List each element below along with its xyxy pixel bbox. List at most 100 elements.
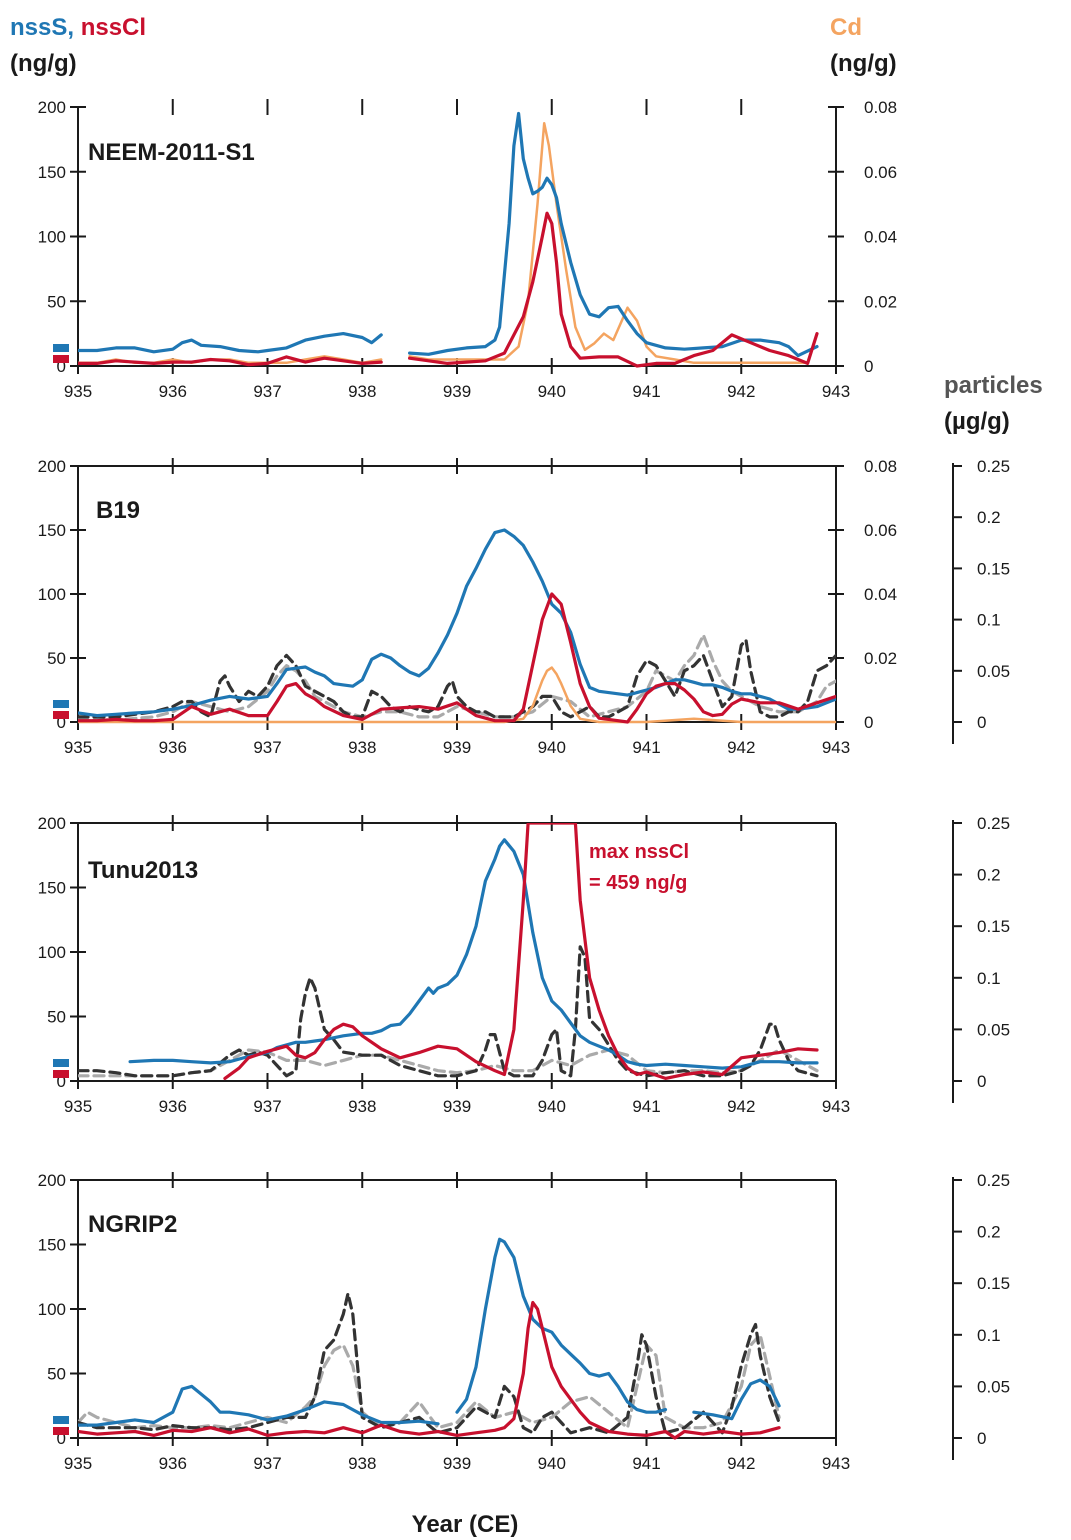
nssS-label: nssS, (10, 14, 75, 41)
panel-3-y3-tick-label: 0.2 (977, 1223, 1001, 1242)
panel-2-y3-tick-label: 0.15 (977, 917, 1010, 936)
panel-1-y-tick-label: 100 (38, 585, 66, 604)
panel-1-x-tick-label: 939 (443, 738, 471, 757)
panel-1-y3-tick-label: 0.05 (977, 662, 1010, 681)
panel-2-annotation-line2: = 459 ng/g (589, 872, 687, 894)
panel-0-x-tick-label: 939 (443, 382, 471, 401)
panel-2-nssCl-swatch (53, 1070, 69, 1078)
panel-2-y3-tick-label: 0.25 (977, 814, 1010, 833)
panel-3-y-tick-label: 50 (47, 1365, 66, 1384)
panel-1-y3-tick-label: 0.15 (977, 559, 1010, 578)
panel-0-nssS-swatch (53, 344, 69, 352)
panel-0-y2-tick-label: 0.06 (864, 163, 897, 182)
left-axis-unit: (ng/g) (10, 50, 77, 77)
panel-1-y2-tick-label: 0 (864, 713, 873, 732)
panel-1-x-tick-label: 941 (632, 738, 660, 757)
panel-1-y-tick-label: 50 (47, 649, 66, 668)
panel-3-y-tick-label: 0 (57, 1429, 66, 1448)
panel-1-series-Cd (78, 666, 836, 724)
panel-2-y-tick-label: 50 (47, 1008, 66, 1027)
panel-2-y3-tick-label: 0 (977, 1072, 986, 1091)
panel-0-x-tick-label: 941 (632, 382, 660, 401)
panel-2-y-tick-label: 200 (38, 814, 66, 833)
panel-3-series-particles_dark (78, 1291, 781, 1435)
panel-3-nssCl-swatch (53, 1427, 69, 1435)
panel-1-x-tick-label: 937 (253, 738, 281, 757)
panel-3-nssS-swatch (53, 1416, 69, 1424)
panel-1-y2-tick-label: 0.02 (864, 649, 897, 668)
panel-2-x-tick-label: 938 (348, 1097, 376, 1116)
panel-2-annotation-line1: max nssCl (589, 841, 689, 863)
panel-1-x-tick-label: 935 (64, 738, 92, 757)
panel-1-y2-tick-label: 0.04 (864, 585, 897, 604)
panel-1-nssCl-swatch (53, 711, 69, 719)
panel-1-y-tick-label: 150 (38, 521, 66, 540)
panel-2-x-tick-label: 940 (538, 1097, 566, 1116)
panel-0-y2-tick-label: 0.04 (864, 228, 897, 247)
panel-3-series-nssCl (78, 1300, 781, 1440)
panel-0-x-tick-label: 943 (822, 382, 850, 401)
panel-1-series-nssS (78, 528, 836, 718)
panel-2-title: Tunu2013 (88, 857, 198, 884)
panel-3-x-tick-label: 942 (727, 1454, 755, 1473)
panel-2-y-tick-label: 150 (38, 879, 66, 898)
panel-2-x-tick-label: 941 (632, 1097, 660, 1116)
cd-axis-label: Cd (830, 14, 862, 41)
panel-1-x-tick-label: 936 (159, 738, 187, 757)
panel-0-x-tick-label: 936 (159, 382, 187, 401)
panel-1-y3-tick-label: 0.25 (977, 457, 1010, 476)
panel-3-x-tick-label: 938 (348, 1454, 376, 1473)
panel-0-nssCl-swatch (53, 355, 69, 363)
panel-2-x-tick-label: 937 (253, 1097, 281, 1116)
panel-2-series-particles_light (78, 1048, 819, 1078)
panel-0-x-tick-label: 937 (253, 382, 281, 401)
panel-0-y-tick-label: 200 (38, 98, 66, 117)
panel-1-y-tick-label: 200 (38, 457, 66, 476)
panel-3-x-tick-label: 939 (443, 1454, 471, 1473)
panel-1-title: B19 (96, 497, 140, 524)
left-axis-header: nssS, nssCl (10, 14, 146, 42)
panel-0-y-tick-label: 0 (57, 357, 66, 376)
panel-3-y-tick-label: 100 (38, 1300, 66, 1319)
panel-2-y3-tick-label: 0.05 (977, 1020, 1010, 1039)
panel-1-y3-tick-label: 0 (977, 713, 986, 732)
panel-3-series-particles_light (78, 1333, 781, 1430)
panel-1-y2-tick-label: 0.06 (864, 521, 897, 540)
panel-1-x-tick-label: 938 (348, 738, 376, 757)
panel-1-series-nssCl (78, 592, 836, 724)
panel-0-y2-tick-label: 0.08 (864, 98, 897, 117)
panel-0-series-nssCl (78, 211, 819, 368)
x-axis-title: Year (CE) (412, 1511, 519, 1538)
panel-1-y3-tick-label: 0.2 (977, 508, 1001, 527)
panel-2-x-tick-label: 942 (727, 1097, 755, 1116)
panel-3-y3-tick-label: 0.25 (977, 1171, 1010, 1190)
panel-3-x-tick-label: 940 (538, 1454, 566, 1473)
panel-2-y-tick-label: 100 (38, 943, 66, 962)
panel-3-y3-tick-label: 0.15 (977, 1274, 1010, 1293)
panel-1-x-tick-label: 943 (822, 738, 850, 757)
panel-0-x-tick-label: 940 (538, 382, 566, 401)
particles-axis-label: particles (944, 372, 1043, 399)
panel-2-x-tick-label: 939 (443, 1097, 471, 1116)
panel-0-y-tick-label: 50 (47, 292, 66, 311)
particles-axis-unit: (µg/g) (944, 408, 1010, 435)
panel-3-title: NGRIP2 (88, 1211, 177, 1238)
panel-3-y-tick-label: 200 (38, 1171, 66, 1190)
panel-3-y3-tick-label: 0.05 (977, 1377, 1010, 1396)
panel-1-x-tick-label: 942 (727, 738, 755, 757)
panel-1-x-tick-label: 940 (538, 738, 566, 757)
panel-1-nssS-swatch (53, 700, 69, 708)
panel-2-nssS-swatch (53, 1059, 69, 1067)
panel-3-y-tick-label: 150 (38, 1236, 66, 1255)
cd-axis-unit: (ng/g) (830, 50, 897, 77)
panel-2-x-tick-label: 936 (159, 1097, 187, 1116)
panel-3-y3-tick-label: 0.1 (977, 1326, 1001, 1345)
panel-2-series-particles_dark (78, 945, 819, 1078)
panel-0-y2-tick-label: 0.02 (864, 292, 897, 311)
panel-2-x-tick-label: 935 (64, 1097, 92, 1116)
panel-3-x-tick-label: 936 (159, 1454, 187, 1473)
panel-0-x-tick-label: 938 (348, 382, 376, 401)
panel-0-y-tick-label: 100 (38, 228, 66, 247)
panel-0-title: NEEM-2011-S1 (88, 139, 255, 166)
